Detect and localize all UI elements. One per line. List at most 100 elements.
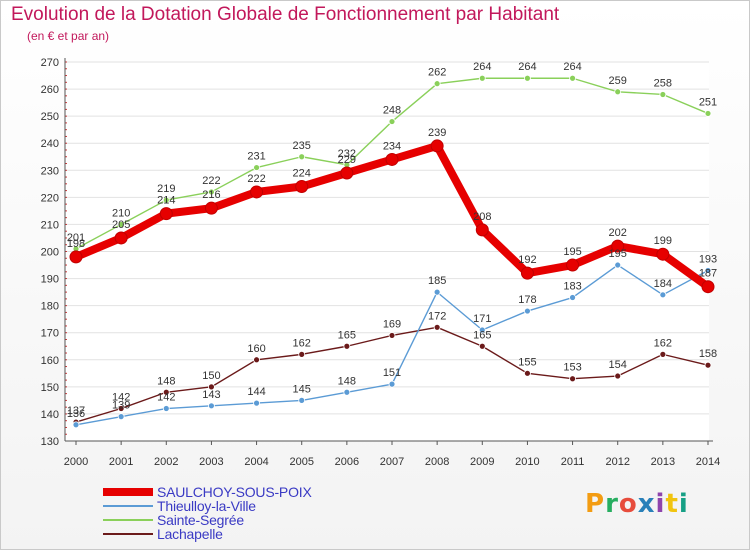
data-label: 185 — [428, 275, 446, 287]
data-point — [478, 326, 486, 334]
y-tick-label: 140 — [41, 409, 59, 421]
data-label: 155 — [518, 356, 536, 368]
y-tick-label: 150 — [41, 382, 59, 394]
data-point — [253, 164, 260, 171]
data-point — [388, 332, 396, 339]
data-label: 192 — [518, 254, 536, 266]
data-label: 222 — [247, 173, 265, 185]
data-label: 259 — [609, 75, 627, 87]
chart-title: Evolution de la Dotation Globale de Fonc… — [11, 4, 560, 25]
x-tick-label: 2010 — [515, 456, 539, 468]
data-label: 210 — [112, 207, 130, 219]
y-tick-label: 250 — [41, 111, 59, 123]
data-label: 262 — [428, 67, 446, 79]
data-point — [114, 231, 128, 245]
data-label: 229 — [338, 154, 356, 166]
legend-item: Sainte-Segrée — [103, 512, 312, 528]
data-point — [614, 261, 622, 269]
data-point — [117, 221, 125, 228]
data-point — [340, 166, 354, 180]
legend-swatch — [103, 533, 153, 535]
data-point — [295, 180, 309, 194]
data-label: 148 — [157, 375, 175, 387]
x-tick-label: 2002 — [154, 456, 178, 468]
y-tick-label: 260 — [41, 84, 59, 96]
data-point — [298, 153, 306, 161]
data-point — [162, 388, 170, 396]
data-label: 235 — [293, 140, 311, 152]
data-point — [253, 399, 260, 407]
data-point — [208, 383, 215, 391]
data-point — [611, 239, 625, 253]
data-point — [72, 421, 80, 429]
data-point — [117, 405, 125, 412]
data-point — [117, 413, 125, 421]
data-label: 201 — [67, 232, 85, 244]
data-label: 142 — [157, 392, 175, 404]
data-label: 139 — [112, 400, 130, 412]
data-point — [704, 110, 712, 117]
x-tick-label: 2005 — [289, 456, 313, 468]
legend-swatch — [103, 488, 153, 496]
data-label: 222 — [202, 175, 220, 187]
x-tick-label: 2003 — [199, 456, 223, 468]
chart-legend: SAULCHOY-SOUS-POIX Thieulloy-la-Ville Sain… — [103, 484, 312, 542]
data-label: 154 — [609, 359, 627, 371]
x-tick-label: 2001 — [109, 456, 133, 468]
data-label: 158 — [699, 348, 717, 360]
data-point — [659, 291, 667, 299]
data-label: 214 — [157, 195, 175, 207]
logo-letter: x — [637, 489, 656, 519]
data-label: 178 — [518, 294, 536, 306]
data-label: 151 — [383, 367, 401, 379]
data-point — [298, 396, 306, 404]
data-label: 148 — [338, 375, 356, 387]
x-tick-label: 2006 — [335, 456, 359, 468]
data-point — [704, 267, 712, 274]
logo-letter: r — [605, 489, 619, 519]
data-point — [701, 280, 715, 294]
data-point — [162, 196, 170, 204]
data-point — [478, 74, 486, 82]
data-label: 150 — [202, 370, 220, 382]
y-tick-label: 190 — [41, 274, 59, 286]
data-point — [520, 266, 534, 280]
data-point — [478, 342, 486, 350]
data-point — [524, 307, 531, 315]
data-point — [388, 118, 396, 125]
data-point — [208, 188, 215, 196]
y-tick-label: 200 — [41, 247, 59, 259]
x-tick-label: 2000 — [64, 456, 88, 468]
data-point — [433, 323, 441, 331]
y-tick-label: 220 — [41, 192, 59, 204]
data-point — [430, 139, 444, 153]
data-label: 202 — [609, 227, 627, 239]
data-point — [475, 223, 489, 237]
logo-letter: t — [665, 489, 679, 519]
data-label: 195 — [563, 246, 581, 258]
legend-label: SAULCHOY-SOUS-POIX — [157, 484, 312, 500]
data-point — [614, 88, 622, 96]
legend-label: Sainte-Segrée — [157, 512, 244, 528]
y-tick-label: 180 — [41, 301, 59, 313]
data-point — [433, 288, 441, 296]
data-label: 208 — [473, 211, 491, 223]
data-label: 264 — [473, 61, 491, 73]
data-label: 264 — [518, 61, 536, 73]
x-tick-label: 2012 — [605, 456, 629, 468]
data-point — [208, 402, 215, 410]
x-tick-label: 2014 — [696, 456, 720, 468]
data-label: 224 — [293, 168, 311, 180]
data-label: 187 — [699, 268, 717, 280]
y-tick-label: 230 — [41, 165, 59, 177]
data-point — [250, 185, 264, 199]
data-point — [343, 342, 351, 350]
data-label: 234 — [383, 140, 401, 152]
legend-swatch — [103, 519, 153, 521]
data-label: 162 — [654, 337, 672, 349]
data-label: 144 — [247, 386, 265, 398]
data-label: 160 — [247, 343, 265, 355]
data-label: 142 — [112, 392, 130, 404]
